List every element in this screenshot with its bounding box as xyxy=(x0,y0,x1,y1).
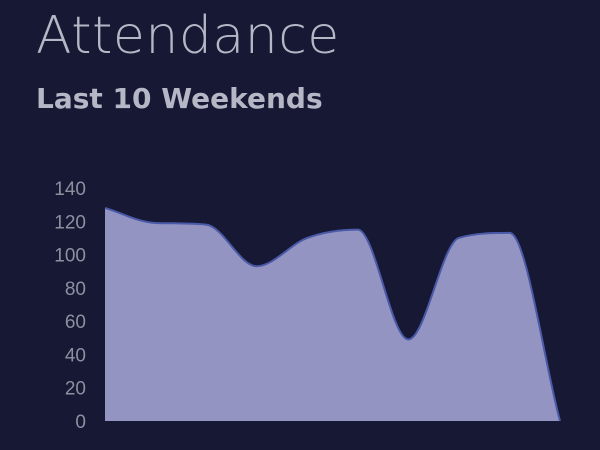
chart-subtitle: Last 10 Weekends xyxy=(36,82,323,115)
y-tick-label: 40 xyxy=(65,345,86,366)
chart-title: Attendance xyxy=(36,6,340,66)
y-tick-label: 100 xyxy=(54,246,86,267)
plot-area xyxy=(104,207,561,422)
y-tick-label: 60 xyxy=(65,312,86,333)
y-tick-label: 140 xyxy=(54,179,86,200)
y-tick-label: 0 xyxy=(75,412,86,433)
series-line xyxy=(104,207,561,422)
y-tick-label: 120 xyxy=(54,212,86,233)
series-area xyxy=(105,207,560,421)
y-tick-label: 20 xyxy=(65,379,86,400)
y-axis: 0 20 40 60 80 100 120 140 xyxy=(54,179,86,433)
y-tick-label: 80 xyxy=(65,279,86,300)
